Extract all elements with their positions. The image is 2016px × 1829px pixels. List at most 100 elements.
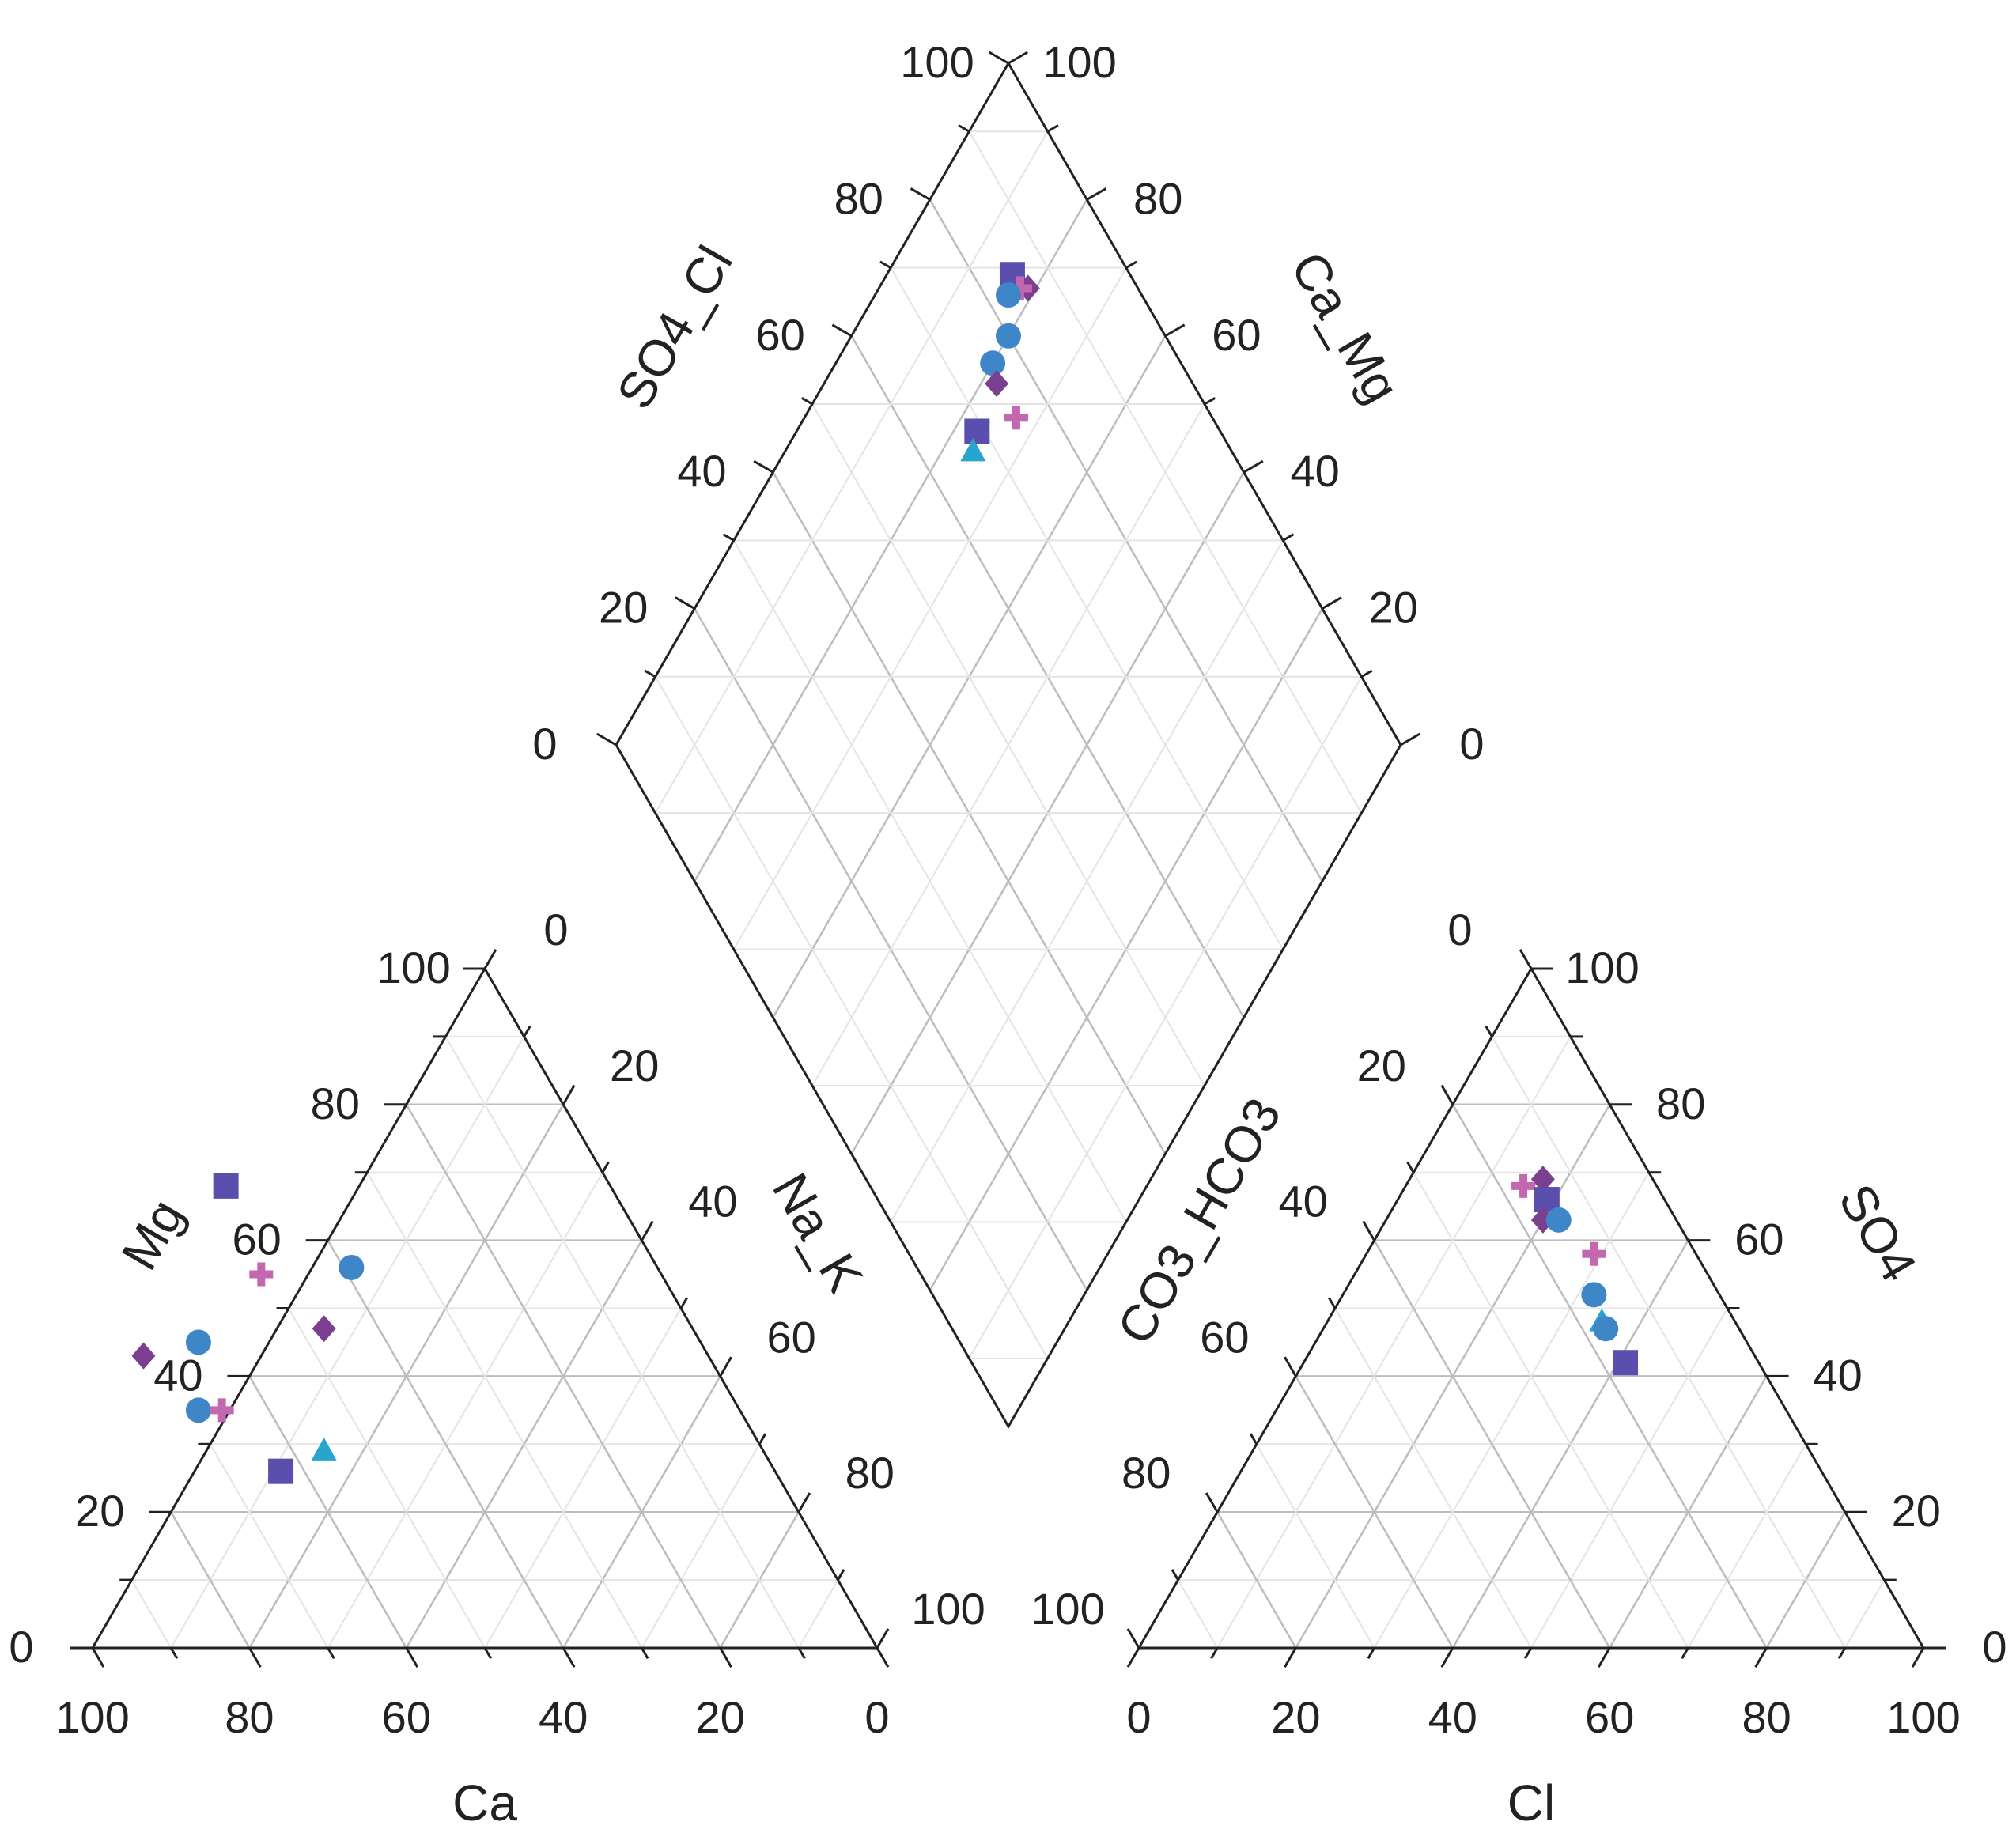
cation-right-tick-label: 100 [911, 1584, 985, 1634]
anion-point-plus [1582, 1241, 1606, 1266]
anion-left-tick [1485, 1025, 1493, 1037]
diamond-right-tick [1243, 459, 1264, 474]
diamond-right-axis-title: Ca_Mg [1280, 243, 1411, 413]
anion-point-square [1613, 1350, 1639, 1376]
cation-grid-line [170, 1511, 251, 1649]
diamond-point-circle [996, 323, 1021, 349]
diamond-right-tick [1322, 596, 1342, 610]
anion-point-plus [1511, 1173, 1536, 1198]
anion-grid-line [1413, 1172, 1689, 1649]
diamond-left-tick [722, 533, 735, 542]
cation-bottom-axis-title: Ca [452, 1774, 517, 1829]
cation-grid-line [366, 1172, 643, 1649]
diamond-left-tick [675, 596, 695, 610]
diamond-left-tick-label: 100 [900, 37, 974, 87]
anion-left-tick-label: 40 [1278, 1177, 1327, 1226]
cation-bottom-tick [641, 1647, 649, 1660]
diamond-left-tick [596, 732, 617, 746]
diamond-left-axis-title: SO4_Cl [606, 236, 743, 418]
cation-bottom-tick [405, 1647, 419, 1668]
anion-left-tick [1284, 1356, 1297, 1377]
anion-left-tick [1205, 1492, 1219, 1513]
cation-right-tick [758, 1433, 767, 1445]
anion-left-tick [1171, 1569, 1179, 1581]
cation-grid-line [641, 1443, 761, 1649]
anion-bottom-tick [1284, 1647, 1297, 1668]
cation-bottom-tick [876, 1647, 890, 1668]
cation-bottom-tick-label: 80 [225, 1692, 274, 1742]
diamond-right-tick-label: 40 [1290, 446, 1339, 496]
cation-grid-line [248, 1375, 407, 1649]
cation-left-tick-label: 100 [376, 943, 450, 992]
diamond-grid-line [732, 267, 1127, 950]
anion-bottom-tick [1911, 1647, 1925, 1668]
anion-bottom-tick [1597, 1647, 1611, 1668]
diamond-right-tick [1282, 533, 1295, 542]
diamond-left-tick [989, 51, 1009, 65]
diamond-right-tick-label: 100 [1042, 37, 1116, 87]
cation-point-circle [185, 1397, 211, 1423]
cation-bottom-tick [719, 1647, 732, 1668]
anion-grid-line [1216, 1036, 1572, 1649]
cation-point-triangle [311, 1437, 337, 1461]
anion-grid-line [1451, 1104, 1768, 1649]
cation-right-tick-label: 80 [845, 1448, 895, 1498]
cation-bottom-tick [562, 1647, 576, 1668]
cation-left-axis-title: Mg [111, 1190, 195, 1279]
diamond-grid-line [968, 676, 1363, 1359]
anion-left-tick [1328, 1297, 1337, 1309]
anion-left-tick-label: 20 [1357, 1041, 1406, 1090]
anion-grid-line [1687, 1443, 1807, 1649]
cation-right-tick [601, 1161, 610, 1173]
cation-left-tick-label: 80 [311, 1079, 360, 1128]
anion-right-axis-title: SO4 [1828, 1175, 1927, 1291]
cation-right-tick-label: 40 [688, 1177, 737, 1226]
anion-left-axis-title: CO3_HCO3 [1106, 1089, 1292, 1354]
diamond-left-tick [753, 459, 774, 474]
tick-marks [70, 51, 1946, 1668]
cation-point-square [213, 1173, 239, 1199]
cation-point-diamond [131, 1342, 156, 1370]
diamond-left-tick [910, 187, 931, 201]
cation-right-tick-label: 60 [766, 1312, 815, 1362]
cation-left-tick-label: 0 [9, 1622, 33, 1672]
cation-grid-line [130, 1579, 172, 1649]
anion-grid-line [1373, 1172, 1650, 1649]
anion-left-tick [1249, 1433, 1258, 1445]
anion-grid-line [1844, 1579, 1886, 1649]
grid-lines [130, 130, 1886, 1649]
anion-bottom-tick [1837, 1647, 1847, 1660]
diamond-right-tick [1204, 397, 1216, 406]
cation-bottom-tick-label: 40 [539, 1692, 588, 1742]
anion-point-diamond [1530, 1166, 1555, 1193]
anion-bottom-tick [1126, 1647, 1140, 1668]
anion-grid-line [1177, 1579, 1219, 1649]
diamond-point-circle [980, 350, 1006, 376]
cation-bottom-tick-label: 60 [382, 1692, 431, 1742]
cation-right-tick [719, 1356, 732, 1377]
diamond-right-tick-label: 20 [1369, 583, 1418, 633]
cation-point-plus [249, 1262, 274, 1287]
anion-left-tick-label: 80 [1121, 1448, 1171, 1498]
anion-left-tick [1126, 1628, 1140, 1649]
anion-bottom-tick-label: 20 [1271, 1692, 1320, 1742]
cation-grid-line [288, 1307, 486, 1649]
cation-right-tick-label: 20 [610, 1041, 659, 1090]
anion-left-tick [1406, 1161, 1415, 1173]
diamond-left-tick [644, 669, 656, 678]
cation-left-tick-label: 60 [232, 1215, 281, 1264]
diamond-left-tick [800, 397, 813, 406]
cation-right-tick [797, 1492, 811, 1513]
diamond-point-diamond [985, 370, 1009, 398]
cation-point-square [268, 1458, 294, 1484]
anion-point-circle [1545, 1207, 1572, 1233]
anion-bottom-tick-label: 0 [1126, 1692, 1151, 1742]
cation-right-tick [641, 1220, 654, 1241]
cation-grid-line [797, 1579, 839, 1649]
anion-bottom-tick [1681, 1647, 1689, 1660]
anion-bottom-tick-label: 40 [1428, 1692, 1477, 1742]
diamond-left-tick-label: 40 [677, 446, 726, 496]
diamond-right-tick [1400, 732, 1420, 746]
anion-bottom-tick-label: 100 [1886, 1692, 1960, 1742]
anion-right-tick-label: 60 [1734, 1215, 1783, 1264]
